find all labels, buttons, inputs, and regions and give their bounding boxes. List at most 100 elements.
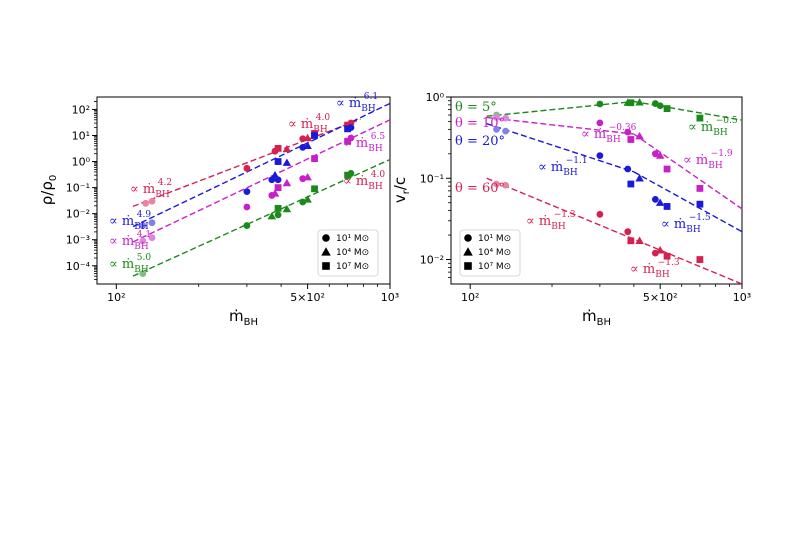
power-law-annotation: ∝ ṁBH−1.3 (526, 210, 576, 232)
x-tick-label: 5×10² (290, 291, 325, 304)
data-point-magenta-circle (139, 237, 147, 245)
data-point-green-square (663, 105, 671, 112)
data-point-magenta-triangle (282, 178, 292, 187)
y-tick-label: 10⁻² (66, 208, 90, 221)
data-point-red-circle (651, 249, 659, 257)
data-point-green-square (627, 99, 635, 107)
data-point-magenta-square (696, 185, 704, 192)
data-point-green-triangle (635, 98, 644, 106)
data-point-green-square (311, 185, 318, 193)
data-point-magenta-triangle (655, 151, 665, 159)
y-tick-label: 10¹ (72, 129, 90, 142)
data-point-blue-circle (624, 165, 632, 173)
power-law-annotation: ∝ ṁBH−1.3 (630, 258, 680, 280)
data-point-blue-circle (299, 143, 307, 151)
power-law-annotation: ∝ ṁBH6.5 (343, 132, 385, 154)
data-point-blue-circle (651, 195, 659, 203)
annotations: ∝ ṁBH−0.5 ∝ ṁBH−0.36 ∝ ṁBH−1.9 ∝ ṁBH−1.1 ∝ ṁ… (455, 100, 738, 280)
fit-line-magenta (486, 116, 634, 135)
data-point-blue-circle (243, 188, 251, 196)
data-point-blue-circle (596, 152, 604, 160)
data-point-magenta-square (663, 165, 671, 173)
data-point-red-circle (148, 197, 156, 205)
y-tick-label: 10⁻² (420, 254, 444, 267)
data-point-magenta-square (627, 136, 635, 143)
fit-line-magenta (633, 133, 743, 210)
power-law-annotation: ∝ ṁBH−1.9 (683, 149, 733, 171)
data-point-magenta-circle (148, 234, 156, 242)
x-axis-label: ṁBH (229, 307, 258, 328)
power-law-annotation: ∝ ṁBH5.0 (109, 253, 151, 275)
data-point-green-circle (243, 222, 251, 229)
data-point-green-square (344, 171, 352, 179)
legend-marker-triangle (321, 247, 331, 256)
data-point-red-circle (243, 164, 251, 172)
legend-marker-square (464, 262, 472, 270)
data-point-blue-triangle (282, 158, 292, 166)
y-tick-label: 10² (72, 103, 90, 116)
data-point-magenta-circle (493, 114, 500, 121)
y-axis-label: vr/c (391, 177, 412, 203)
data-point-blue-square (627, 180, 635, 188)
theta-label: θ = 5° (455, 100, 497, 115)
legend-entry-label: 10¹ M⊙ (336, 234, 369, 244)
data-point-red-triangle (655, 246, 665, 254)
data-point-magenta-circle (502, 114, 510, 122)
fit-line-green (633, 100, 743, 121)
data-point-blue-circle (347, 124, 355, 132)
data-point-magenta-circle (624, 128, 632, 136)
data-point-blue-triangle (635, 174, 644, 182)
data-point-blue-circle (274, 176, 282, 184)
fit-line-green (486, 100, 634, 117)
data-point-magenta-circle (243, 203, 251, 211)
legend: 10¹ M⊙ 10⁴ M⊙ 10⁷ M⊙ (459, 229, 521, 277)
data-point-magenta-triangle (635, 131, 644, 140)
data-point-red-circle (596, 210, 604, 218)
data-point-blue-square (663, 203, 671, 210)
power-law-annotation: ∝ ṁBH4.2 (130, 178, 172, 200)
x-tick-label: 10³ (733, 291, 751, 304)
theta-label: θ = 10° (455, 116, 505, 131)
data-point-red-square (344, 121, 352, 129)
data-point-blue-square (344, 125, 352, 133)
y-tick-label: 10⁰ (426, 91, 445, 104)
power-law-annotation: ∝ ṁBH6.1 (336, 92, 378, 114)
y-tick-label: 10⁰ (72, 156, 91, 169)
data-point-green-circle (656, 102, 664, 110)
data-point-red-circle (502, 181, 510, 189)
legend-marker-triangle (463, 247, 473, 256)
theta-label: θ = 60° (455, 181, 505, 196)
power-law-annotation: ∝ ṁBH4.0 (288, 113, 330, 135)
data-point-green-circle (596, 100, 604, 108)
legend-entry-label: 10¹ M⊙ (478, 234, 511, 244)
data-point-red-triangle (282, 144, 292, 153)
annotations: ∝ ṁBH4.2 ∝ ṁBH4.0 ∝ ṁBH4.9 ∝ ṁBH6.1 ∝ ṁBH4.1… (109, 92, 385, 275)
data-point-green-triangle (303, 195, 312, 203)
data-point-blue-square (696, 200, 704, 208)
legend: 10¹ M⊙ 10⁴ M⊙ 10⁷ M⊙ (317, 229, 379, 277)
legend-box (459, 229, 521, 277)
data-point-magenta-square (344, 137, 352, 145)
legend-entry-label: 10⁴ M⊙ (336, 248, 369, 258)
data-point-red-triangle (303, 133, 312, 142)
power-law-annotation: ∝ ṁBH4.9 (109, 210, 151, 232)
data-point-green-circle (299, 198, 307, 206)
data-point-blue-square (274, 158, 282, 165)
x-tick-label: 5×10² (643, 291, 678, 304)
fit-line-blue (486, 122, 635, 173)
legend-marker-circle (464, 234, 472, 242)
data-point-green-triangle (282, 204, 292, 213)
x-tick-label: 10² (107, 291, 125, 304)
fit-line-blue (633, 171, 743, 233)
data-point-blue-circle (502, 127, 510, 135)
data-point-green-square (696, 114, 704, 122)
power-law-annotation: ∝ ṁBH−0.5 (688, 116, 738, 138)
data-point-blue-triangle (303, 141, 312, 150)
x-axis-label: ṁBH (582, 307, 611, 328)
legend-marker-square (322, 262, 330, 270)
power-law-annotation: ∝ ṁBH−1.5 (661, 213, 711, 235)
power-law-annotation: ∝ ṁBH4.1 (109, 230, 151, 252)
data-point-magenta-square (311, 155, 318, 162)
data-point-green-circle (274, 211, 282, 219)
